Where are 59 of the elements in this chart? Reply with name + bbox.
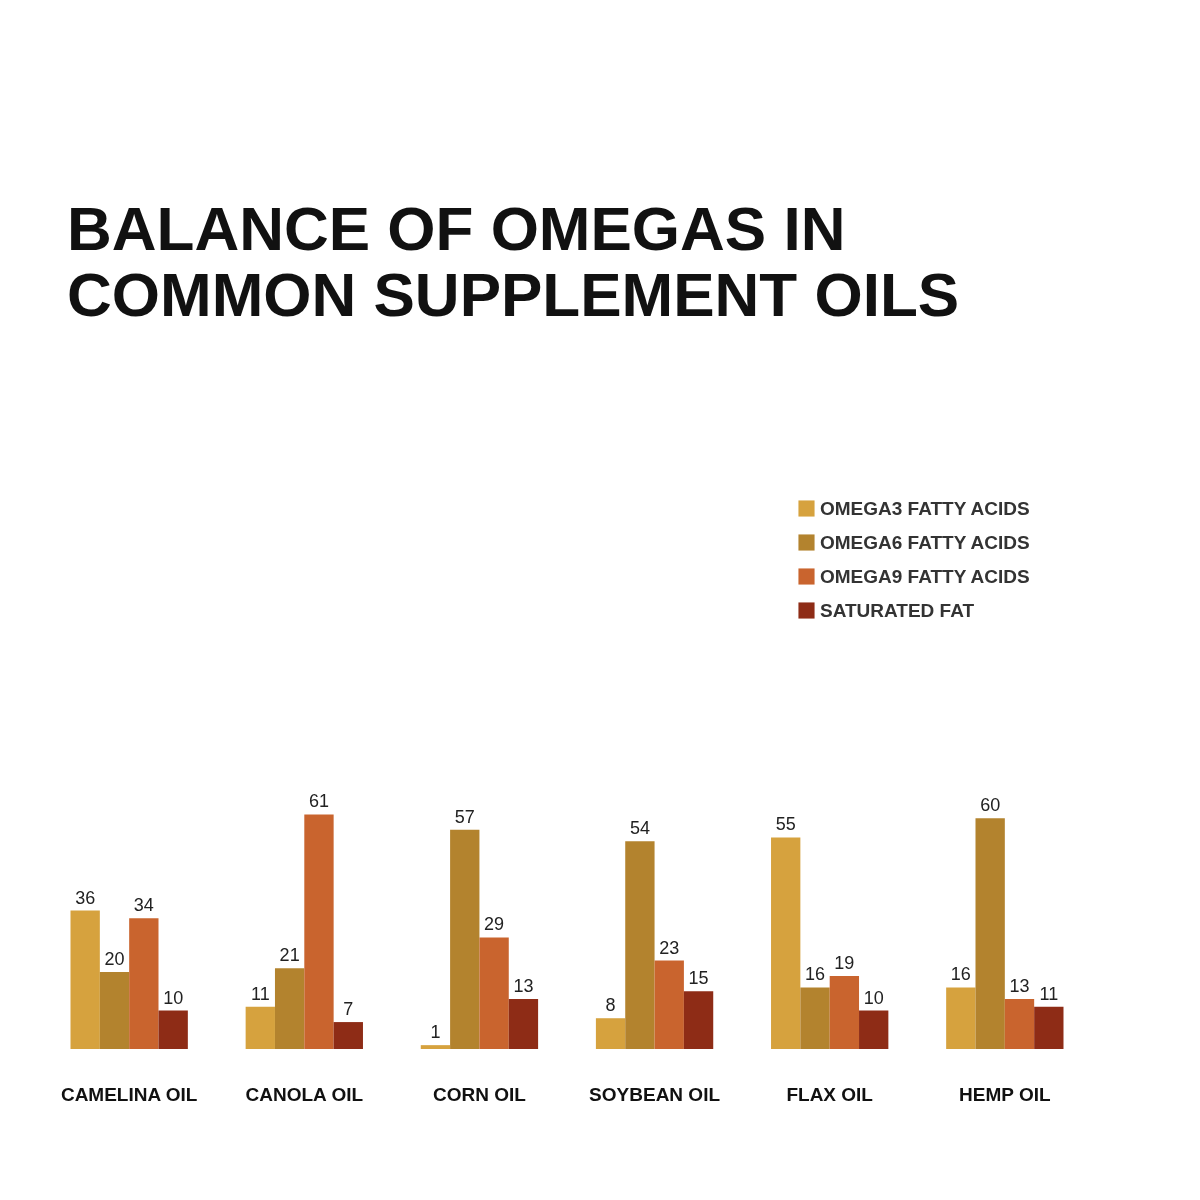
data-label: 54 <box>629 818 650 839</box>
bar <box>829 975 860 1049</box>
bar <box>333 1022 363 1049</box>
bar <box>683 991 714 1049</box>
legend-label: OMEGA6 FATTY ACIDS <box>820 531 1030 553</box>
x-tick-label: HEMP OIL <box>959 1083 1051 1105</box>
x-tick-label: SOYBEAN OIL <box>589 1083 721 1105</box>
bar <box>595 1018 626 1049</box>
data-label: 15 <box>688 968 709 989</box>
data-label: 60 <box>980 795 1001 816</box>
bar <box>946 987 976 1049</box>
data-label: 1 <box>430 1022 441 1043</box>
data-label: 16 <box>805 964 826 985</box>
data-label: 20 <box>104 949 125 970</box>
bar <box>479 937 509 1049</box>
x-tick-label: CANOLA OIL <box>245 1083 364 1105</box>
bar <box>420 1045 451 1049</box>
bar <box>70 910 100 1049</box>
data-label: 16 <box>950 964 971 985</box>
bar <box>859 1010 889 1049</box>
bar <box>304 814 334 1049</box>
legend-label: OMEGA9 FATTY ACIDS <box>820 565 1030 587</box>
bar <box>1004 999 1035 1049</box>
x-tick-label: FLAX OIL <box>786 1083 874 1105</box>
data-label: 11 <box>1039 983 1059 1004</box>
data-label: 36 <box>75 887 96 908</box>
bar <box>1034 1006 1064 1049</box>
chart-title: BALANCE OF OMEGAS IN COMMON SUPPLEMENT OILS <box>67 194 960 329</box>
data-label: 11 <box>250 983 270 1004</box>
bar <box>625 841 655 1049</box>
bar <box>771 837 801 1049</box>
bar <box>800 987 830 1049</box>
bar <box>975 818 1005 1049</box>
data-label: 55 <box>775 814 796 835</box>
bar <box>450 829 480 1049</box>
bar <box>508 999 539 1049</box>
x-tick-label: CAMELINA OIL <box>60 1083 198 1105</box>
data-label: 10 <box>163 987 184 1008</box>
data-label: 23 <box>659 937 680 958</box>
data-label: 13 <box>513 976 534 996</box>
bar <box>158 1010 188 1049</box>
data-label: 19 <box>834 952 855 973</box>
legend-label: OMEGA3 FATTY ACIDS <box>820 497 1030 519</box>
data-label: 10 <box>863 987 884 1008</box>
legend-label: SATURATED FAT <box>820 599 975 621</box>
x-tick-label: CORN OIL <box>432 1083 527 1105</box>
bar <box>274 968 305 1049</box>
bar <box>245 1006 275 1049</box>
data-label: 7 <box>343 999 354 1020</box>
bar <box>129 918 159 1049</box>
data-label: 8 <box>605 995 616 1016</box>
data-label: 34 <box>133 895 154 916</box>
bar <box>654 960 684 1049</box>
data-label: 61 <box>308 791 329 812</box>
data-label: 13 <box>1009 976 1030 996</box>
data-label: 57 <box>454 806 475 827</box>
bar <box>99 972 130 1049</box>
data-label: 21 <box>279 945 300 966</box>
data-label: 29 <box>484 914 505 935</box>
